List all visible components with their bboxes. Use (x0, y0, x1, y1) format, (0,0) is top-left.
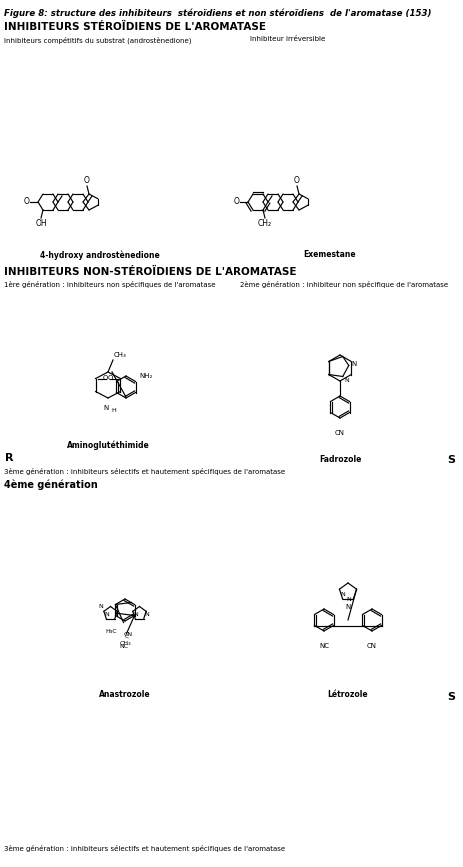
Text: Fadrozole: Fadrozole (319, 455, 361, 464)
Text: O: O (84, 176, 90, 185)
Text: 3ème génération : inhibiteurs sélectifs et hautement spécifiques de l'aromatase: 3ème génération : inhibiteurs sélectifs … (4, 845, 285, 852)
Text: Anastrozole: Anastrozole (99, 690, 151, 699)
Text: 4ème génération: 4ème génération (4, 480, 98, 491)
Text: CH₃: CH₃ (114, 352, 127, 358)
Text: NC: NC (119, 643, 129, 649)
Text: CN: CN (335, 430, 345, 436)
Text: H₃C: H₃C (105, 629, 117, 634)
Text: N: N (346, 596, 351, 602)
Text: N: N (345, 604, 350, 610)
Text: INHIBITEURS STÉROÏDIENS DE L'AROMATASE: INHIBITEURS STÉROÏDIENS DE L'AROMATASE (4, 22, 266, 32)
Text: CN: CN (367, 643, 377, 649)
Text: OH: OH (35, 219, 47, 228)
Text: O: O (294, 176, 300, 185)
Text: N: N (144, 612, 150, 617)
Text: NC: NC (319, 643, 329, 649)
Text: 1ère génération : inhibiteurs non spécifiques de l'aromatase: 1ère génération : inhibiteurs non spécif… (4, 281, 215, 288)
Text: O: O (233, 198, 239, 206)
Text: N: N (345, 379, 350, 383)
Text: 2ème génération : inhibiteur non spécifique de l'aromatase: 2ème génération : inhibiteur non spécifi… (240, 281, 448, 288)
Text: C: C (125, 634, 128, 638)
Text: Exemestane: Exemestane (304, 250, 357, 259)
Text: O: O (107, 375, 113, 381)
Text: Létrozole: Létrozole (328, 690, 368, 699)
Text: H: H (111, 408, 116, 413)
Text: N: N (103, 405, 109, 411)
Text: CH₃: CH₃ (119, 641, 131, 646)
Text: CH₂: CH₂ (258, 219, 272, 228)
Text: Inhibiteur irréversible: Inhibiteur irréversible (250, 36, 325, 42)
Text: R: R (5, 453, 13, 463)
Text: N: N (98, 604, 103, 610)
Text: 3ème génération : inhibiteurs sélectifs et hautement spécifiques de l'aromatase: 3ème génération : inhibiteurs sélectifs … (4, 468, 285, 475)
Text: N: N (340, 592, 345, 597)
Text: S: S (447, 455, 455, 465)
Text: S: S (447, 692, 455, 702)
Text: N: N (352, 362, 357, 368)
Text: N: N (104, 612, 109, 617)
Text: O: O (23, 198, 29, 206)
Text: NH₂: NH₂ (139, 373, 152, 379)
Text: CN: CN (124, 633, 132, 637)
Text: Inhibiteurs compétitifs du substrat (androstènedione): Inhibiteurs compétitifs du substrat (and… (4, 36, 192, 43)
Text: 4-hydroxy androstènedione: 4-hydroxy androstènedione (40, 250, 160, 259)
Text: N: N (133, 612, 138, 617)
Text: INHIBITEURS NON-STÉROÏDIENS DE L'AROMATASE: INHIBITEURS NON-STÉROÏDIENS DE L'AROMATA… (4, 267, 296, 277)
Text: Figure 8: structure des inhibiteurs  stéroïdiens et non stéroïdiens  de l'aromat: Figure 8: structure des inhibiteurs stér… (4, 8, 432, 17)
Text: O: O (103, 375, 108, 381)
Text: Aminoglutéthimide: Aminoglutéthimide (67, 440, 150, 449)
